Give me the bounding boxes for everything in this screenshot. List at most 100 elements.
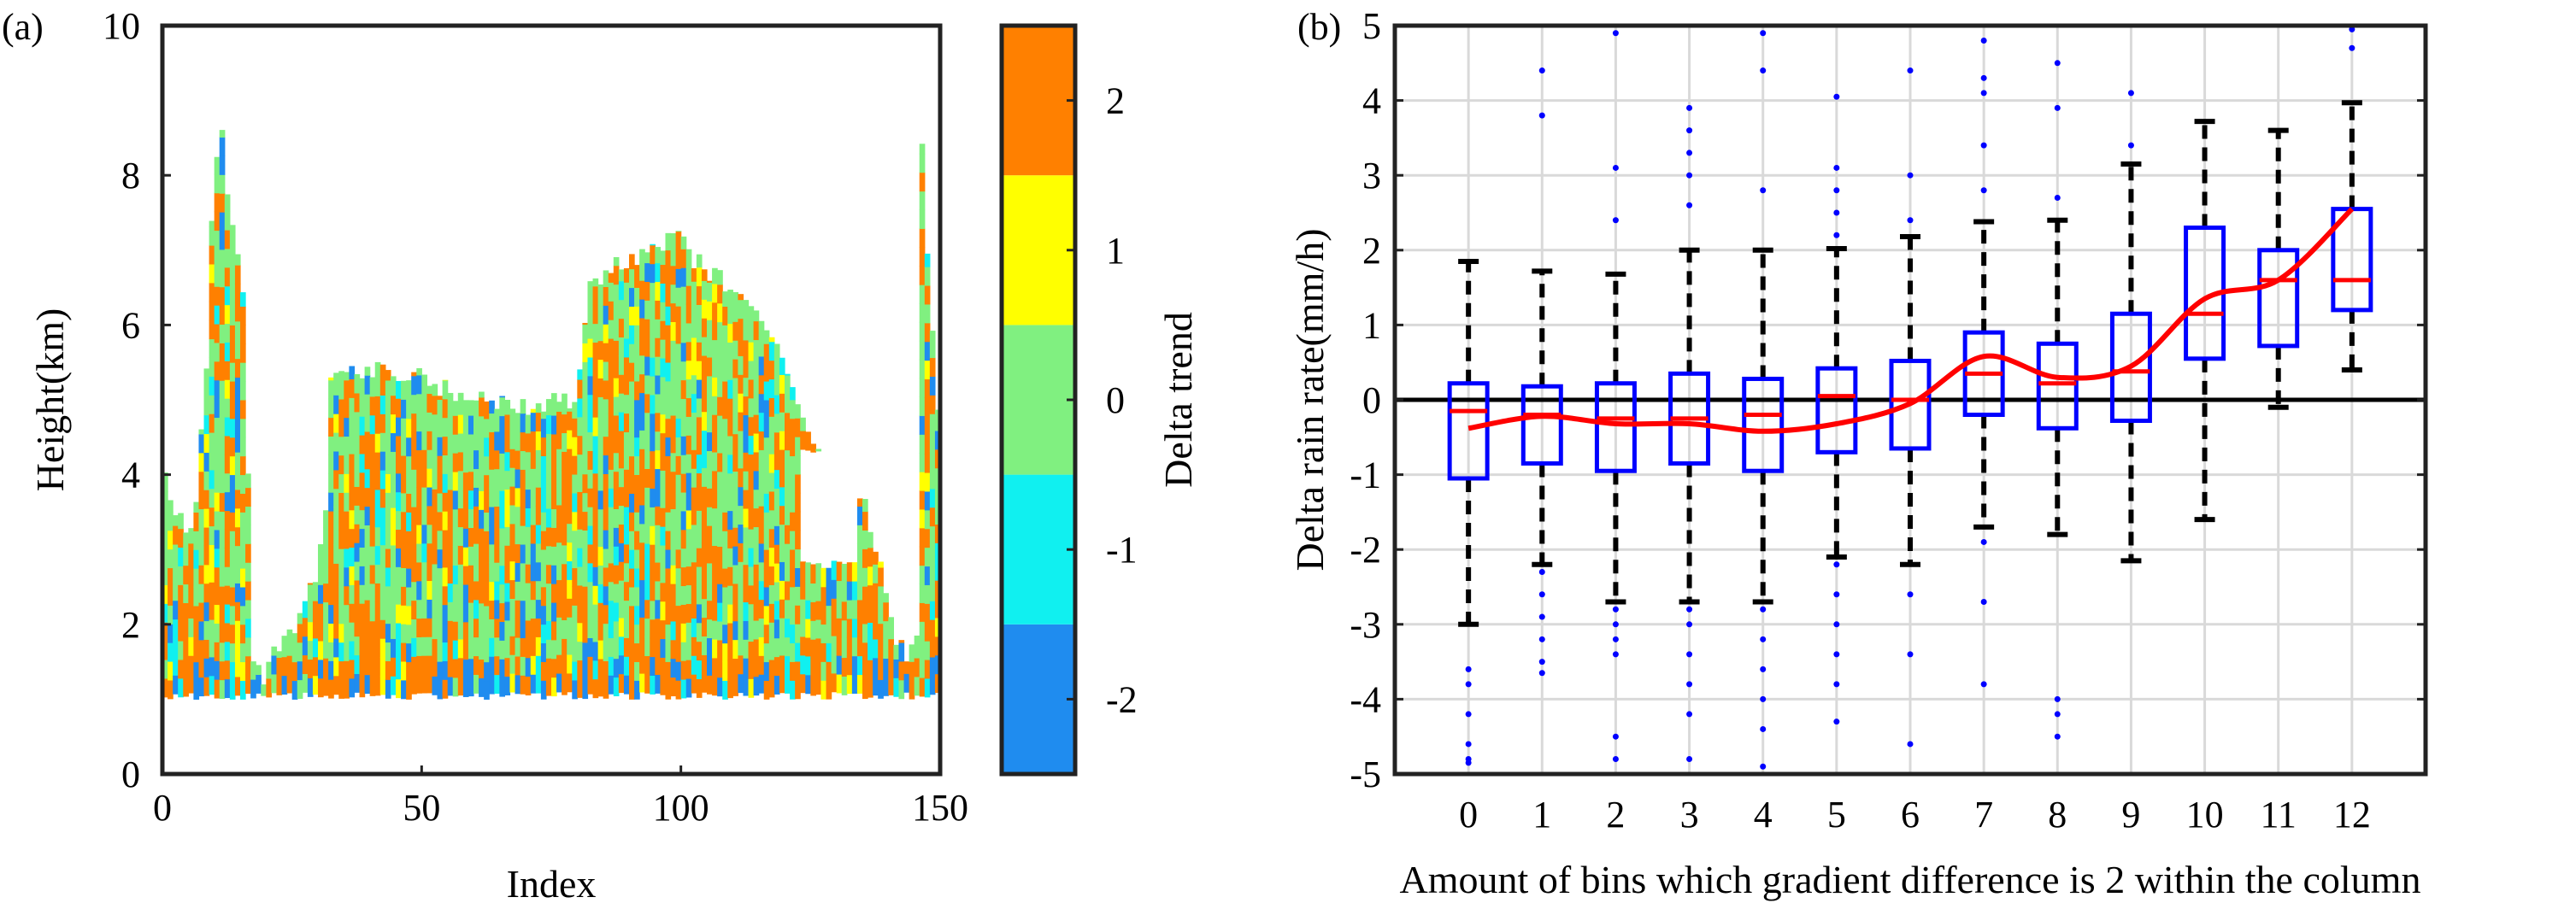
heatmap-cell	[229, 531, 236, 550]
heatmap-cell	[582, 492, 589, 513]
heatmap-cell	[432, 432, 438, 453]
heatmap-cell	[577, 678, 583, 698]
outlier-point	[1760, 666, 1767, 672]
heatmap-cell	[675, 624, 682, 643]
heatmap-cell	[545, 564, 552, 584]
heatmap-cell	[934, 524, 941, 543]
heatmap-cell	[426, 449, 433, 469]
heatmap-cell	[354, 373, 361, 394]
heatmap-cell	[753, 507, 760, 528]
heatmap-cell	[473, 674, 479, 694]
heatmap-cell	[753, 638, 760, 659]
heatmap-cell	[613, 302, 620, 322]
heatmap-cell	[219, 399, 226, 419]
heatmap-cell	[748, 603, 755, 624]
heatmap-cell	[878, 566, 884, 587]
heatmap-cell	[379, 395, 386, 414]
heatmap-cell	[743, 507, 750, 528]
heatmap-cell	[644, 431, 650, 451]
heatmap-cell	[696, 379, 703, 399]
heatmap-cell	[364, 394, 371, 413]
heatmap-cell	[452, 401, 459, 416]
heatmap-cell	[234, 396, 241, 415]
heatmap-cell	[732, 377, 738, 397]
heatmap-cell	[613, 639, 620, 660]
heatmap-cell	[359, 622, 366, 642]
heatmap-cell	[219, 548, 226, 568]
x-tick-label: 7	[1974, 794, 1993, 836]
mean-curve	[1467, 207, 2354, 434]
heatmap-cell	[685, 454, 692, 473]
heatmap-cell	[520, 469, 526, 489]
heatmap-cell	[162, 472, 168, 492]
heatmap-cell	[753, 320, 760, 341]
heatmap-cell	[738, 299, 744, 320]
heatmap-cell	[919, 247, 926, 267]
heatmap-cell	[379, 507, 386, 527]
heatmap-cell	[608, 431, 615, 451]
heatmap-cell	[722, 474, 728, 494]
heatmap-cell	[712, 526, 718, 547]
heatmap-cell	[924, 454, 931, 473]
box	[2109, 311, 2152, 424]
heatmap-cell	[556, 411, 562, 431]
heatmap-cell	[374, 361, 381, 378]
heatmap-cell	[924, 603, 931, 623]
heatmap-cell	[390, 489, 397, 508]
heatmap-cell	[587, 375, 594, 396]
heatmap-cell	[224, 416, 231, 437]
heatmap-cell	[727, 472, 733, 493]
heatmap-cell	[416, 655, 422, 675]
heatmap-cell	[484, 401, 490, 419]
heatmap-cell	[768, 528, 775, 548]
heatmap-cell	[545, 583, 552, 603]
heatmap-cell	[473, 449, 479, 470]
heatmap-cell	[919, 191, 926, 211]
outlier-point	[1686, 172, 1693, 179]
heatmap-cell	[333, 525, 339, 546]
x-tick-label: 9	[2121, 794, 2140, 836]
y-tick-label: 3	[1362, 155, 1381, 196]
heatmap-cell	[245, 636, 251, 657]
heatmap-cell	[416, 506, 422, 525]
heatmap-cell	[665, 287, 672, 307]
heatmap-cell	[650, 357, 656, 377]
heatmap-cell	[644, 374, 650, 395]
heatmap-cell	[696, 454, 703, 474]
heatmap-cell	[183, 659, 189, 678]
heatmap-cell	[229, 380, 236, 401]
heatmap-cell	[592, 285, 599, 306]
heatmap-cell	[229, 225, 236, 232]
heatmap-cell	[826, 661, 832, 681]
heatmap-cell	[219, 473, 226, 494]
heatmap-cell	[727, 641, 733, 661]
heatmap-cell	[504, 526, 511, 546]
heatmap-cell	[613, 265, 620, 285]
heatmap-cell	[763, 549, 770, 569]
heatmap-cell	[707, 356, 713, 377]
heatmap-cell	[582, 530, 589, 549]
heatmap-cell	[447, 433, 454, 453]
heatmap-cell	[379, 364, 386, 378]
box-plots	[1447, 26, 2373, 770]
heatmap-cell	[323, 564, 329, 584]
heatmap-cell	[685, 622, 692, 642]
heatmap-cell	[795, 473, 801, 494]
heatmap-cell	[701, 524, 708, 543]
heatmap-cell	[732, 291, 738, 303]
heatmap-cell	[758, 524, 765, 544]
heatmap-cell	[302, 601, 309, 619]
heatmap-cell	[173, 600, 179, 620]
heatmap-cell	[670, 233, 677, 248]
colorbar-tick-label: 2	[1106, 80, 1125, 122]
heatmap-cell	[349, 603, 356, 623]
heatmap-cell	[234, 601, 241, 621]
heatmap-cell	[934, 505, 941, 525]
heatmap-cell	[479, 453, 485, 473]
heatmap-cell	[432, 638, 438, 658]
heatmap-cell	[675, 306, 682, 325]
heatmap-cell	[785, 543, 791, 563]
outlier-point	[1760, 763, 1767, 770]
heatmap-cell	[888, 657, 894, 677]
heatmap-cell	[499, 640, 505, 660]
